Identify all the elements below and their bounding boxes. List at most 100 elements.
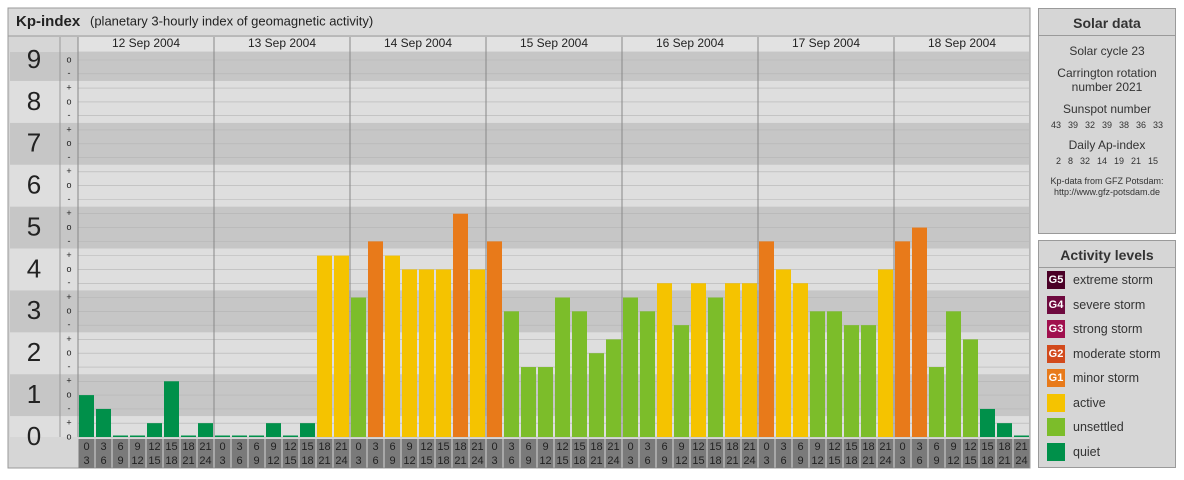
bar	[895, 241, 910, 437]
hour-label: 0	[219, 441, 225, 453]
sunspot-label: Sunspot number	[1062, 102, 1152, 116]
bar	[385, 255, 400, 437]
hour-box	[554, 439, 571, 468]
hour-label: 6	[372, 455, 378, 467]
bar	[844, 325, 859, 437]
hour-box	[265, 439, 282, 468]
hour-label: 18	[301, 455, 313, 467]
hour-label: 9	[542, 441, 548, 453]
hour-label: 6	[780, 455, 786, 467]
minor-tick-label: o	[66, 389, 71, 399]
hour-box	[146, 439, 163, 468]
hour-label: 9	[950, 441, 956, 453]
bar	[708, 297, 723, 437]
bar	[96, 408, 111, 437]
day-label: 17 Sep 2004	[792, 36, 860, 50]
minor-tick-label: -	[68, 320, 71, 330]
hour-box	[282, 439, 299, 468]
y-tick-label: 4	[27, 253, 41, 283]
minor-tick-label: +	[66, 418, 71, 428]
number: 43	[1050, 120, 1061, 130]
day-label: 15 Sep 2004	[520, 36, 588, 50]
y-tick-label: 6	[27, 170, 41, 200]
hour-box	[911, 439, 928, 468]
bar	[215, 435, 230, 437]
hour-label: 24	[471, 455, 483, 467]
bar	[640, 311, 655, 437]
hour-label: 12	[148, 441, 160, 453]
bar	[147, 423, 162, 437]
source-url: http://www.gfz-potsdam.de	[1053, 187, 1161, 197]
hour-box	[724, 439, 741, 468]
hour-box	[673, 439, 690, 468]
hour-box	[775, 439, 792, 468]
hour-label: 3	[508, 441, 514, 453]
hour-label: 0	[355, 441, 361, 453]
bar	[657, 283, 672, 437]
hour-label: 21	[199, 441, 211, 453]
hour-box	[333, 439, 350, 468]
hour-label: 6	[644, 455, 650, 467]
day-label: 16 Sep 2004	[656, 36, 724, 50]
hour-label: 9	[678, 441, 684, 453]
hour-label: 3	[916, 441, 922, 453]
solar-panel: Solar data Solar cycle 23 Carrington rot…	[1038, 8, 1176, 234]
hour-box	[95, 439, 112, 468]
minor-tick-label: o	[66, 96, 71, 106]
y-tick-label: 7	[27, 128, 41, 158]
hour-label: 21	[182, 455, 194, 467]
hour-box	[588, 439, 605, 468]
hour-label: 3	[763, 455, 769, 467]
bar	[487, 241, 502, 437]
hour-label: 9	[253, 455, 259, 467]
hour-label: 21	[607, 441, 619, 453]
hour-box	[214, 439, 231, 468]
bar	[419, 269, 434, 437]
hour-box	[894, 439, 911, 468]
y-tick-label: 9	[27, 44, 41, 74]
number: 33	[1153, 120, 1164, 130]
hour-box	[350, 439, 367, 468]
day-label: 12 Sep 2004	[112, 36, 180, 50]
day-label: 13 Sep 2004	[248, 36, 316, 50]
bar	[164, 381, 179, 437]
minor-tick-label: +	[66, 250, 71, 260]
bar	[725, 283, 740, 437]
hour-box	[316, 439, 333, 468]
legend-item: G5 extreme storm	[1039, 268, 1175, 293]
hour-label: 21	[454, 455, 466, 467]
hour-box	[197, 439, 214, 468]
hour-label: 15	[437, 441, 449, 453]
hour-label: 6	[236, 455, 242, 467]
legend-label: active	[1073, 395, 1106, 410]
legend-item: unsettled	[1039, 415, 1175, 440]
hour-label: 12	[267, 455, 279, 467]
minor-tick-label: -	[68, 68, 71, 78]
hour-label: 18	[709, 455, 721, 467]
hour-label: 12	[947, 455, 959, 467]
hour-box	[299, 439, 316, 468]
hour-box	[129, 439, 146, 468]
number: 14	[1096, 156, 1107, 166]
bar	[198, 423, 213, 437]
hour-label: 18	[437, 455, 449, 467]
bar	[946, 311, 961, 437]
minor-tick-label: o	[66, 264, 71, 274]
hour-label: 21	[590, 455, 602, 467]
hour-box	[435, 439, 452, 468]
sunspot-list: 43 39 32 39 38 36 33	[1039, 120, 1175, 130]
hour-label: 6	[797, 441, 803, 453]
hour-label: 6	[661, 441, 667, 453]
y-tick-label: 1	[27, 379, 41, 409]
legend-swatch: G4	[1047, 295, 1065, 314]
legend-item: quiet	[1039, 440, 1175, 465]
ap-label: Daily Ap-index	[1068, 138, 1146, 152]
hour-box	[180, 439, 197, 468]
hour-box	[418, 439, 435, 468]
chart-subtitle: (planetary 3-hourly index of geomagnetic…	[90, 13, 373, 28]
bar	[436, 269, 451, 437]
hour-label: 12	[556, 441, 568, 453]
hour-box	[741, 439, 758, 468]
minor-tick-label: o	[66, 348, 71, 358]
carrington: Carrington rotation number 2021	[1057, 66, 1157, 94]
